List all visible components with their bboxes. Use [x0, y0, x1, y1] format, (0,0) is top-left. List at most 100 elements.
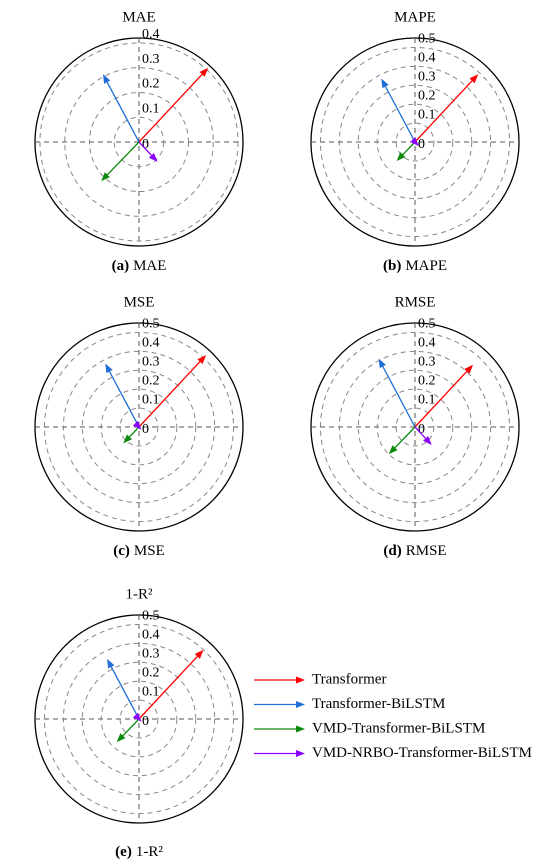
r-tick-label: 0.5 [418, 32, 436, 47]
caption-label: (d) [383, 543, 401, 559]
arrow-head [199, 67, 209, 77]
legend-label: VMD-NRBO-Transformer-BiLSTM [312, 745, 532, 761]
r-tick-label: 0.3 [142, 646, 160, 661]
arrow-head [107, 658, 115, 669]
arrow [414, 74, 479, 143]
arrow-shaft [138, 361, 201, 428]
arrow [138, 67, 209, 143]
caption-label: (b) [383, 258, 401, 274]
arrow [254, 701, 305, 708]
arrow-shaft [138, 655, 198, 720]
arrow [101, 141, 140, 182]
r-tick-label: 0.4 [418, 51, 436, 66]
r-tick-label: 0.4 [418, 336, 436, 351]
arrow-head [132, 712, 142, 722]
arrow-head [101, 172, 110, 182]
arrow [414, 364, 474, 428]
grid-circle [338, 65, 492, 219]
r-tick-label: 0 [142, 714, 149, 729]
r-tick-label: 0.1 [142, 101, 160, 116]
r-tick-label: 0.1 [142, 684, 160, 699]
arrow-shaft [138, 73, 203, 143]
grid-circle [319, 46, 511, 238]
r-tick-label: 0.3 [418, 69, 436, 84]
arrow [123, 426, 140, 444]
grid-circle [119, 407, 159, 447]
polar-chart: 0 0.1 0.2 0.3 0.4 MAE (a) MAE [34, 9, 244, 274]
grid-circle [376, 388, 454, 466]
legend-label: Transformer-BiLSTM [312, 696, 445, 712]
grid-circle [338, 350, 492, 504]
caption: (b) MAPE [383, 258, 447, 274]
caption-label: (a) [112, 258, 130, 274]
r-tick-label: 0.3 [142, 354, 160, 369]
r-tick-label: 0.4 [142, 628, 160, 643]
r-tick-label: 0.2 [142, 77, 160, 92]
arrow-head [396, 152, 406, 162]
arrow-shaft [106, 141, 140, 176]
grid-circle [62, 350, 216, 504]
arrow [116, 718, 140, 743]
chart-title: MAPE [394, 9, 436, 25]
r-tick-label: 0.2 [418, 88, 436, 103]
r-tick-label: 0.3 [142, 52, 160, 67]
r-tick-label: 0 [142, 422, 149, 437]
r-tick-label: 0 [142, 137, 149, 152]
grid-circle [64, 67, 214, 217]
caption: (d) RMSE [383, 543, 446, 559]
chart-title: 1-R² [126, 586, 154, 602]
arrow [381, 78, 416, 143]
caption: (a) MAE [112, 258, 167, 274]
arrow-head [296, 725, 305, 733]
arrow-shaft [414, 80, 473, 143]
arrow-head [469, 74, 479, 84]
arrow [396, 141, 416, 162]
r-tick-label: 0.2 [142, 373, 160, 388]
r-tick-label: 0 [418, 137, 425, 152]
legend-label: VMD-Transformer-BiLSTM [312, 720, 485, 736]
r-tick-label: 0.3 [418, 354, 436, 369]
chart-title: MAE [122, 9, 155, 25]
arrow-head [123, 434, 133, 444]
r-tick-label: 0.1 [418, 392, 436, 407]
arrow [254, 750, 305, 757]
arrow-head [105, 363, 113, 374]
r-tick-label: 0.4 [142, 27, 160, 42]
grid-circle [357, 84, 473, 200]
arrow-head [296, 750, 305, 757]
r-tick-label: 0 [418, 422, 425, 437]
polar-chart: 00.10.20.30.40.51-R²(e) 1-R² [34, 586, 244, 860]
arrow-shaft [394, 426, 416, 449]
r-tick-label: 0.4 [142, 336, 160, 351]
arrow-head [378, 358, 386, 369]
chart-title: MSE [124, 294, 155, 310]
r-tick-label: 0.5 [142, 609, 160, 624]
arrow [102, 74, 140, 143]
arrow-head [194, 649, 204, 659]
arrow-head [102, 74, 111, 84]
grid-circle [100, 388, 178, 466]
arrow [254, 725, 305, 733]
caption-text: MSE [134, 543, 165, 559]
r-tick-label: 0.5 [142, 317, 160, 332]
arrow-head [197, 355, 207, 365]
grid-circle [100, 680, 178, 758]
arrow-shaft [129, 426, 140, 438]
arrow-shaft [414, 426, 427, 439]
arrow-head [116, 733, 126, 743]
grid-circle [119, 699, 159, 739]
r-tick-label: 0.2 [418, 373, 436, 388]
caption: (e) 1-R² [115, 844, 163, 860]
arrow [105, 363, 140, 428]
grid-circle [81, 661, 197, 777]
arrow-shaft [106, 81, 140, 143]
legend-label: Transformer [312, 671, 386, 687]
caption-text: RMSE [406, 543, 447, 559]
arrow-shaft [384, 86, 416, 143]
r-tick-label: 0.1 [142, 392, 160, 407]
chart-title: RMSE [395, 294, 436, 310]
arrow [107, 658, 140, 720]
